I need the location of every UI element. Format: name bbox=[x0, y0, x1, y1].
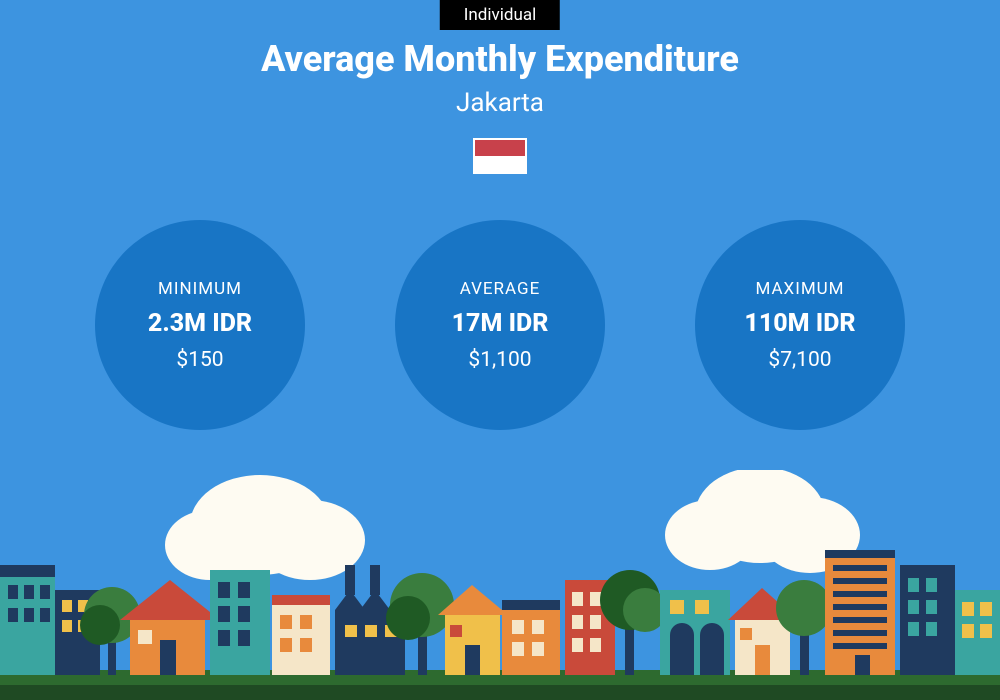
stat-secondary: $1,100 bbox=[468, 348, 531, 372]
indonesia-flag-icon bbox=[473, 138, 527, 174]
stat-label: MINIMUM bbox=[158, 279, 242, 299]
city-subtitle: Jakarta bbox=[0, 88, 1000, 118]
stat-average: AVERAGE 17M IDR $1,100 bbox=[395, 220, 605, 430]
stats-row: MINIMUM 2.3M IDR $150 AVERAGE 17M IDR $1… bbox=[0, 220, 1000, 430]
page-title: Average Monthly Expenditure bbox=[0, 38, 1000, 80]
stat-secondary: $7,100 bbox=[768, 348, 831, 372]
stat-secondary: $150 bbox=[176, 348, 223, 372]
category-badge: Individual bbox=[440, 0, 560, 30]
stat-label: AVERAGE bbox=[460, 279, 541, 299]
stat-minimum: MINIMUM 2.3M IDR $150 bbox=[95, 220, 305, 430]
stat-primary: 2.3M IDR bbox=[148, 309, 252, 338]
stat-maximum: MAXIMUM 110M IDR $7,100 bbox=[695, 220, 905, 430]
stat-label: MAXIMUM bbox=[755, 279, 844, 299]
skyline-illustration bbox=[0, 470, 1000, 700]
stat-primary: 110M IDR bbox=[744, 309, 855, 338]
stat-primary: 17M IDR bbox=[452, 309, 549, 338]
